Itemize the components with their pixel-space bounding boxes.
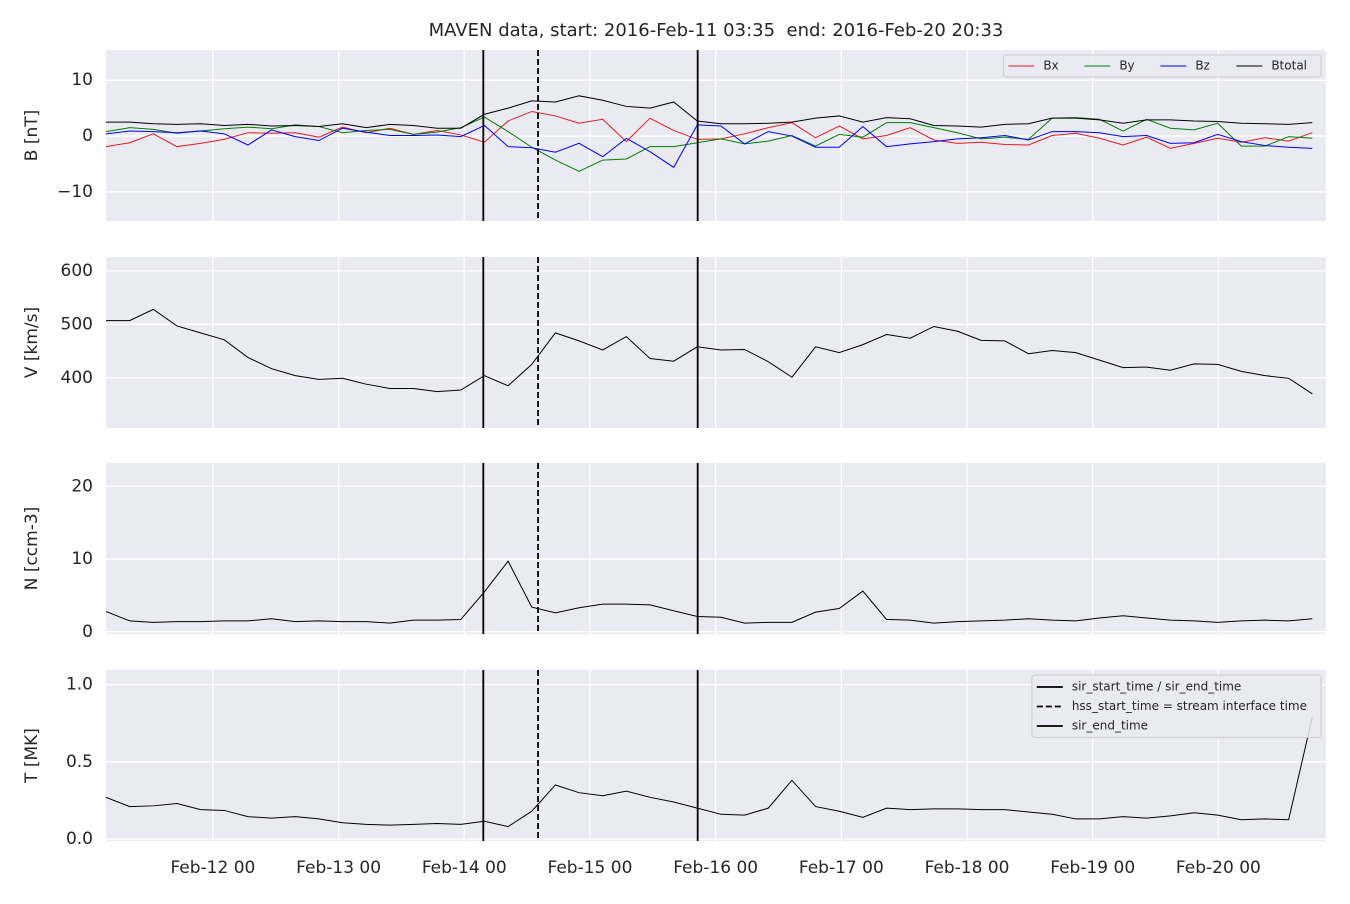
y-tick-label: 0.5 bbox=[66, 752, 93, 772]
y-axis-label: T [MK] bbox=[22, 728, 42, 784]
y-axis-label: B [nT] bbox=[22, 110, 42, 162]
y-tick-label: 500 bbox=[61, 314, 93, 334]
legend-label: hss_start_time = stream interface time bbox=[1072, 699, 1307, 713]
series-line bbox=[106, 308, 1313, 395]
x-tick-label: Feb-12 00 bbox=[170, 858, 255, 878]
y-tick-label: 20 bbox=[71, 476, 93, 496]
legend-box bbox=[1031, 674, 1322, 738]
y-tick-label: 0.0 bbox=[66, 829, 93, 849]
legend-label: Btotal bbox=[1271, 59, 1307, 73]
legend-label: sir_end_time bbox=[1072, 719, 1148, 733]
y-tick-label: 10 bbox=[71, 549, 93, 569]
x-tick-label: Feb-16 00 bbox=[673, 858, 758, 878]
x-tick-label: Feb-20 00 bbox=[1176, 858, 1261, 878]
y-tick-label: 0 bbox=[82, 622, 93, 642]
x-tick-label: Feb-14 00 bbox=[422, 858, 507, 878]
x-tick-label: Feb-15 00 bbox=[548, 858, 633, 878]
y-tick-label: 600 bbox=[61, 261, 93, 281]
legend-label: sir_start_time / sir_end_time bbox=[1072, 680, 1242, 694]
chart-title: MAVEN data, start: 2016-Feb-11 03:35 end… bbox=[429, 20, 1004, 41]
x-tick-label: Feb-17 00 bbox=[799, 858, 884, 878]
legend-label: Bz bbox=[1195, 59, 1210, 73]
y-tick-label: 10 bbox=[71, 70, 93, 90]
y-tick-label: −10 bbox=[57, 182, 93, 202]
y-axis-label: N [ccm-3] bbox=[22, 507, 42, 591]
x-tick-label: Feb-13 00 bbox=[296, 858, 381, 878]
series-line bbox=[106, 716, 1313, 828]
y-axis-label: V [km/s] bbox=[22, 307, 42, 378]
series-line bbox=[106, 110, 1313, 149]
series-line bbox=[106, 124, 1313, 169]
x-tick-label: Feb-18 00 bbox=[925, 858, 1010, 878]
legend: sir_start_time / sir_end_time hss_start_t… bbox=[1031, 674, 1322, 738]
series-line bbox=[106, 560, 1313, 624]
y-tick-label: 400 bbox=[61, 368, 93, 388]
series-line bbox=[106, 95, 1313, 129]
legend: Bx By Bz Btotal bbox=[1002, 54, 1322, 78]
x-tick-label: Feb-19 00 bbox=[1050, 858, 1135, 878]
legend-label: Bx bbox=[1043, 59, 1058, 73]
y-tick-label: 1.0 bbox=[66, 675, 93, 695]
legend-label: By bbox=[1119, 59, 1134, 73]
y-tick-label: 0 bbox=[82, 126, 93, 146]
